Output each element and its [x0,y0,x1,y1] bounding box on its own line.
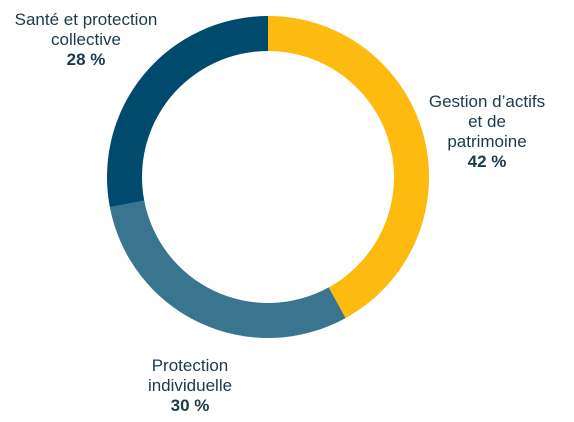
slice-label-line: Gestion d’actifs [428,92,546,111]
slice-label-gestion-actifs: Gestion d’actifs et de patrimoine 42 % [412,92,562,172]
slice-label-line: et de [468,112,506,131]
donut-slice-gestion-d-actifs-et-de-patrimoine [268,16,429,319]
slice-percentage: 30 % [170,396,210,415]
slice-label-protection-individuelle: Protection individuelle 30 % [110,356,270,416]
slice-percentage: 28 % [66,50,106,69]
slice-label-line: Santé et protection [14,10,158,29]
slice-label-line: patrimoine [447,132,527,151]
slice-label-line: collective [51,30,121,49]
donut-slice-sante-et-protection-collective [107,16,268,208]
slice-label-line: Protection [151,356,229,375]
slice-percentage: 42 % [467,152,507,171]
slice-label-line: individuelle [147,376,233,395]
slice-label-sante-protection-collective: Santé et protection collective 28 % [0,10,172,70]
donut-slice-protection-individuelle [109,200,346,338]
donut-slices [107,16,429,338]
